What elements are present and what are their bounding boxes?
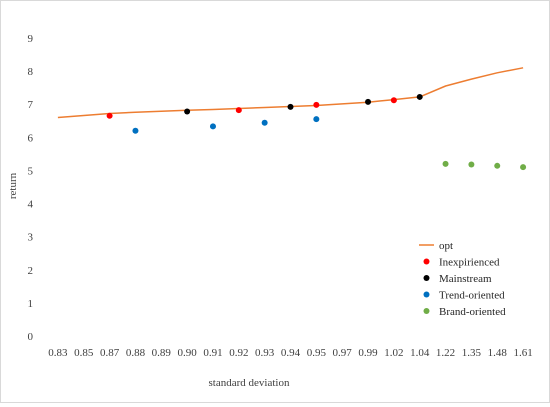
data-point xyxy=(494,162,501,169)
data-point xyxy=(261,119,268,126)
x-tick-label: 0.95 xyxy=(307,347,327,359)
legend-swatch-brand-oriented xyxy=(423,308,430,314)
x-tick-label: 0.94 xyxy=(281,347,301,359)
data-point xyxy=(365,98,372,105)
series-lines xyxy=(57,67,524,119)
data-point xyxy=(235,107,242,114)
x-tick-label: 0.87 xyxy=(100,347,120,359)
data-point xyxy=(106,112,113,119)
data-point xyxy=(313,116,320,123)
data-point xyxy=(209,123,216,130)
legend-label-trend-oriented: Trend-oriented xyxy=(439,290,505,302)
data-point xyxy=(184,108,191,115)
x-tick-label: 0.88 xyxy=(126,347,146,359)
x-tick-label: 1.35 xyxy=(462,347,482,359)
data-point xyxy=(416,93,423,100)
x-tick-label: 1.48 xyxy=(488,347,508,359)
x-axis-title: standard deviation xyxy=(209,377,290,389)
x-tick-label: 0.90 xyxy=(178,347,198,359)
data-point xyxy=(468,161,475,168)
x-tick-label: 0.99 xyxy=(358,347,378,359)
y-tick-label: 1 xyxy=(28,298,34,310)
y-tick-label: 0 xyxy=(28,331,34,343)
x-axis-ticks: 0.83 0.85 0.87 0.88 0.89 0.90 0.91 0.92 0.93 0.94… xyxy=(48,347,532,359)
legend-swatch-mainstream xyxy=(423,275,430,281)
x-tick-label: 0.93 xyxy=(255,347,275,359)
series-markers xyxy=(106,93,527,171)
data-point xyxy=(287,103,294,110)
y-tick-label: 2 xyxy=(28,265,34,277)
x-tick-label: 1.04 xyxy=(410,347,430,359)
data-point xyxy=(520,164,527,171)
x-tick-label: 0.92 xyxy=(229,347,248,359)
y-tick-label: 3 xyxy=(28,232,34,244)
x-tick-label: 0.89 xyxy=(152,347,172,359)
y-tick-label: 7 xyxy=(28,99,34,111)
data-point xyxy=(313,101,320,108)
series-line-opt xyxy=(57,67,524,119)
y-tick-label: 8 xyxy=(28,66,34,78)
x-tick-label: 0.85 xyxy=(74,347,94,359)
x-tick-label: 1.22 xyxy=(436,347,455,359)
data-point xyxy=(390,97,397,104)
y-tick-label: 4 xyxy=(28,199,34,211)
y-axis-ticks: 0 1 2 3 4 5 6 7 8 9 xyxy=(28,33,34,343)
legend: opt Inexpirienced Mainstream Trend-oriented… xyxy=(419,240,506,318)
legend-label-mainstream: Mainstream xyxy=(439,273,492,285)
y-axis-title: return xyxy=(7,172,19,199)
x-tick-label: 0.97 xyxy=(333,347,353,359)
y-tick-label: 5 xyxy=(28,165,34,177)
legend-label-opt: opt xyxy=(439,240,453,252)
data-point xyxy=(442,160,449,167)
data-point xyxy=(132,127,139,134)
legend-swatch-inexpirienced xyxy=(423,258,430,265)
legend-label-brand-oriented: Brand-oriented xyxy=(439,306,506,318)
x-tick-label: 1.61 xyxy=(513,347,532,359)
x-tick-label: 1.02 xyxy=(384,347,403,359)
x-tick-label: 0.91 xyxy=(203,347,222,359)
y-tick-label: 6 xyxy=(28,132,34,144)
legend-label-inexpirienced: Inexpirienced xyxy=(439,257,500,269)
y-tick-label: 9 xyxy=(28,33,34,45)
x-tick-label: 0.83 xyxy=(48,347,68,359)
legend-swatch-trend-oriented xyxy=(423,291,430,298)
